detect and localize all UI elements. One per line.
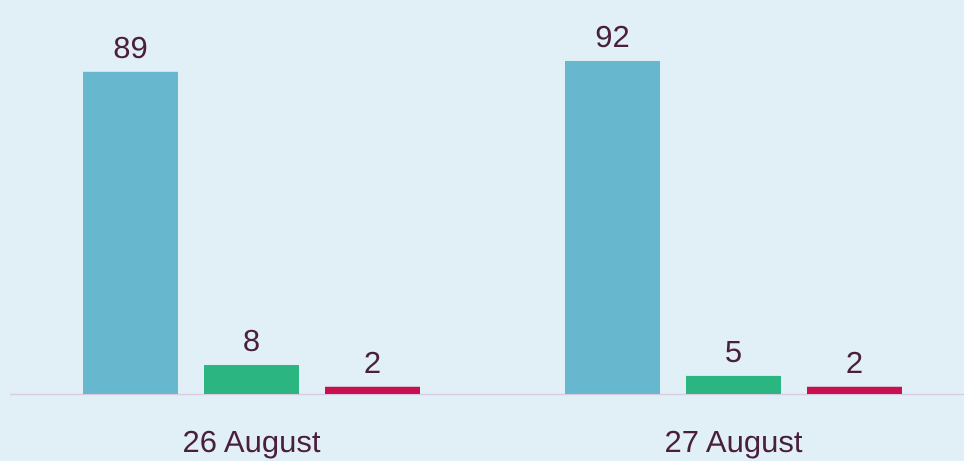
bar (686, 375, 781, 394)
bar (807, 386, 902, 394)
data-label: 2 (846, 345, 863, 380)
bar (204, 365, 299, 394)
data-label: 8 (243, 323, 260, 358)
bar (565, 60, 660, 395)
data-label: 92 (595, 19, 629, 54)
bar (325, 386, 420, 394)
data-label: 89 (113, 30, 147, 65)
bar (83, 71, 178, 394)
x-tick-label: 26 August (183, 424, 321, 459)
data-label: 5 (725, 334, 742, 369)
x-tick-label: 27 August (665, 424, 803, 459)
data-label: 2 (364, 345, 381, 380)
